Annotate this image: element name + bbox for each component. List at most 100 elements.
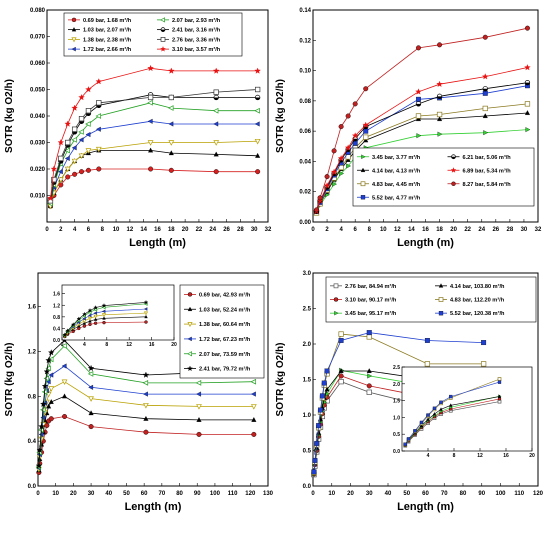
marker [71, 17, 77, 23]
legend-label: 3.10 bar, 90.17 m³/h [345, 297, 397, 304]
marker [71, 136, 77, 143]
legend-label: 8.27 bar, 5.84 m³/h [463, 181, 512, 188]
marker [416, 96, 421, 102]
marker [213, 89, 219, 95]
marker [212, 107, 219, 114]
marker [366, 389, 372, 395]
marker [43, 368, 51, 375]
x-tick-label: 30 [251, 227, 258, 233]
x-tick-label: 10 [52, 491, 59, 497]
y-tick-label: 0.040 [30, 114, 46, 120]
legend-box [63, 12, 243, 57]
marker [101, 313, 107, 318]
y-tick-label: 0.070 [30, 35, 46, 41]
marker [168, 105, 174, 111]
legend-entry: 1.72 bar, 67.23 m³/h [184, 336, 251, 343]
marker [483, 130, 489, 136]
legend: 2.76 bar, 84.94 m³/h 3.10 bar, 90.17 m³/h… [325, 276, 537, 323]
marker [413, 429, 417, 433]
series-line [50, 140, 258, 207]
marker [168, 121, 174, 127]
marker [363, 134, 369, 140]
series-line [313, 332, 484, 472]
marker [71, 104, 78, 111]
x-tick-label: 40 [105, 491, 112, 497]
marker [168, 140, 175, 146]
marker [88, 319, 92, 323]
y-tick-label: 0.050 [30, 88, 46, 94]
series-line [316, 112, 528, 214]
series-6 [311, 330, 487, 475]
marker-fill [416, 103, 421, 107]
y-tick-label: 0.020 [30, 167, 46, 173]
marker [333, 297, 339, 302]
y-tick-label: 0.14 [299, 8, 311, 14]
marker [35, 462, 43, 469]
marker [85, 167, 91, 173]
marker [345, 113, 351, 119]
marker [366, 330, 372, 336]
marker [254, 107, 260, 114]
marker-fill [79, 121, 84, 124]
marker [88, 424, 94, 430]
y-tick-label: 0.5 [303, 449, 312, 455]
marker [436, 80, 443, 87]
marker [314, 207, 320, 213]
legend-label: 2.76 bar, 84.94 m³/h [345, 283, 397, 290]
legend-label: 0.69 bar, 1.68 m³/h [83, 17, 132, 24]
marker [524, 25, 530, 31]
y-tick-label: 1.2 [28, 349, 37, 355]
marker [360, 167, 366, 173]
x-tick-label: 2 [325, 227, 329, 233]
x-tick-label: 20 [70, 491, 77, 497]
legend-label: 5.52 bar, 120.38 m³/h [450, 310, 505, 317]
series-line [50, 89, 258, 201]
marker [61, 379, 68, 386]
marker [196, 391, 201, 397]
legend-entry: 3.45 bar, 95.17 m³/h [330, 310, 397, 317]
x-tick-label: 30 [366, 491, 373, 497]
x-tick-label: 50 [123, 491, 130, 497]
legend-label: 6.89 bar, 5.34 m³/h [463, 167, 512, 174]
legend-entry: 1.38 bar, 2.38 m³/h [68, 36, 132, 43]
legend-label: 3.45 bar, 95.17 m³/h [345, 310, 397, 317]
legend-entry: 2.76 bar, 3.36 m³/h [157, 36, 221, 43]
series-line [50, 102, 258, 204]
y-tick-label: 3.0 [303, 271, 312, 277]
marker [426, 413, 430, 417]
x-tick-label: 8 [368, 227, 372, 233]
inset-chart: 4 8 12 16 20 0.0 0.5 1.0 1.5 2.0 2.5 [393, 365, 535, 459]
marker [439, 400, 443, 404]
marker [255, 169, 261, 175]
marker [62, 332, 68, 337]
x-tick-label: 4 [339, 227, 343, 233]
marker [360, 195, 366, 200]
y-tick-label: 0.12 [299, 38, 311, 44]
marker [346, 163, 352, 169]
marker-fill [96, 105, 102, 108]
x-tick-label: 14 [140, 227, 147, 233]
marker [50, 165, 58, 172]
series-6 [313, 64, 531, 215]
marker [61, 363, 67, 369]
marker [144, 314, 148, 319]
x-tick-label: 32 [535, 227, 542, 233]
marker [449, 403, 453, 407]
marker [168, 94, 174, 101]
marker [196, 431, 202, 437]
x-tick-label: 110 [514, 491, 524, 497]
y-tick-label: 0.010 [30, 194, 46, 200]
marker [93, 321, 98, 325]
marker [64, 155, 70, 161]
legend-label: 2.41 bar, 79.72 m³/h [199, 366, 251, 373]
marker [436, 111, 443, 118]
x-tick-label: 0 [311, 227, 315, 233]
marker [160, 46, 166, 52]
series-line [50, 67, 258, 199]
marker [438, 283, 444, 288]
marker-fill [72, 131, 77, 135]
series-line [50, 94, 258, 201]
marker [64, 120, 71, 127]
marker [333, 283, 339, 289]
x-tick-label: 130 [263, 491, 274, 497]
